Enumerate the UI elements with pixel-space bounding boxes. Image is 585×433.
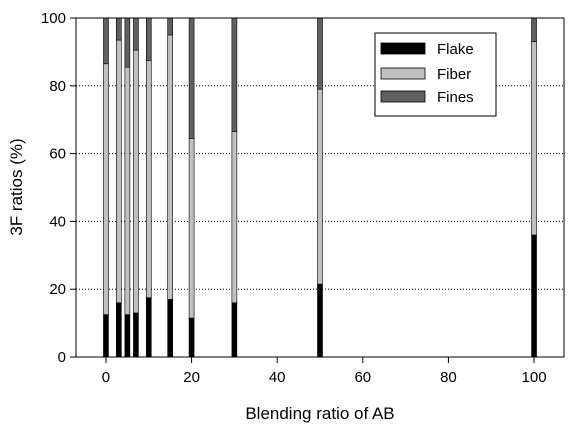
bar-fines-x50: [317, 17, 323, 90]
x-tick-label-80: 80: [440, 369, 457, 386]
x-tick-label-40: 40: [269, 369, 286, 386]
y-tick-label-100: 100: [41, 10, 66, 27]
bar-fines-x3: [116, 17, 122, 41]
y-tick-label-60: 60: [49, 146, 66, 163]
x-tick-label-0: 0: [102, 369, 110, 386]
x-tick-label-60: 60: [354, 369, 371, 386]
legend-swatch-fiber: [380, 67, 426, 80]
y-tick-label-80: 80: [49, 78, 66, 95]
bar-flake-x0: [103, 314, 109, 358]
bar-fiber-x20: [188, 138, 195, 319]
bar-fines-x0: [103, 17, 109, 65]
x-tick-label-100: 100: [522, 369, 547, 386]
bar-fines-x15: [167, 17, 173, 36]
legend: Flake Fiber Fines: [374, 32, 497, 117]
bar-fiber-x5: [124, 66, 131, 315]
y-tick-label-0: 0: [58, 349, 66, 366]
bar-fiber-x3: [116, 39, 122, 304]
bar-fines-x5: [124, 17, 131, 68]
y-tick-label-40: 40: [49, 213, 66, 230]
bar-fiber-x15: [167, 34, 173, 300]
bar-fines-x20: [188, 17, 195, 139]
x-tick-label-20: 20: [183, 369, 200, 386]
bar-flake-x7: [133, 312, 139, 358]
bar-flake-x30: [231, 302, 238, 358]
bar-flake-x10: [145, 297, 152, 358]
legend-label-fines: Fines: [437, 89, 474, 106]
y-tick-label-20: 20: [49, 281, 66, 298]
legend-swatch-fines: [380, 90, 426, 103]
plot-area-frame: [75, 17, 565, 358]
bars: [103, 17, 537, 358]
bar-fines-x7: [133, 17, 139, 51]
bar-fines-x30: [231, 17, 238, 132]
bar-fiber-x10: [145, 60, 152, 298]
bar-flake-x3: [116, 302, 122, 358]
bar-flake-x50: [317, 283, 323, 358]
x-axis-label: Blending ratio of AB: [245, 404, 394, 423]
bar-fiber-x0: [103, 63, 109, 315]
y-axis-label: 3F ratios (%): [7, 138, 26, 235]
legend-swatch-flake: [380, 42, 426, 55]
bar-fines-x100: [531, 17, 537, 43]
bar-fiber-x100: [531, 41, 537, 236]
legend-label-flake: Flake: [437, 41, 474, 58]
axis-ticks: 0 20 40 60 80 100 0 20 40 60 80 100: [41, 10, 547, 386]
bar-flake-x5: [124, 314, 131, 358]
bar-fines-x10: [145, 17, 152, 61]
bar-flake-x100: [531, 234, 537, 358]
bar-flake-x15: [167, 299, 173, 358]
bar-fiber-x50: [317, 88, 323, 285]
legend-label-fiber: Fiber: [437, 66, 471, 83]
bar-fiber-x30: [231, 131, 238, 304]
bar-flake-x20: [188, 317, 195, 358]
bar-fiber-x7: [133, 49, 139, 314]
